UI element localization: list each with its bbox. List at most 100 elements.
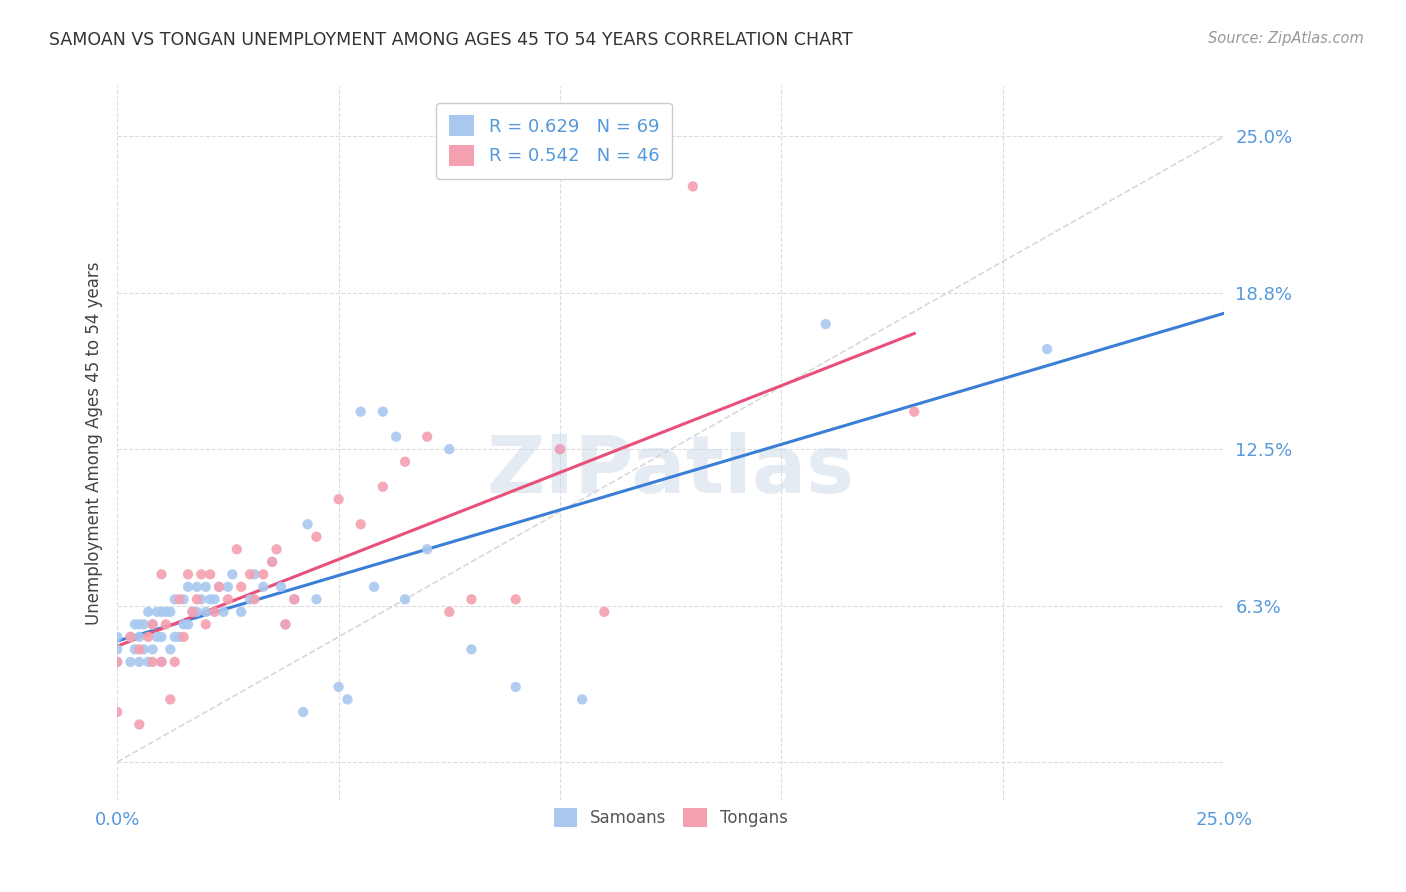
Point bbox=[124, 642, 146, 657]
Point bbox=[212, 605, 235, 619]
Text: ZIPatlas: ZIPatlas bbox=[486, 433, 855, 510]
Y-axis label: Unemployment Among Ages 45 to 54 years: Unemployment Among Ages 45 to 54 years bbox=[86, 261, 103, 624]
Point bbox=[155, 617, 177, 632]
Point bbox=[173, 617, 195, 632]
Point bbox=[505, 592, 527, 607]
Point bbox=[274, 617, 297, 632]
Point bbox=[903, 405, 925, 419]
Point bbox=[167, 592, 190, 607]
Point bbox=[416, 542, 439, 557]
Point bbox=[159, 642, 181, 657]
Point bbox=[128, 655, 150, 669]
Point bbox=[150, 655, 173, 669]
Point bbox=[194, 617, 217, 632]
Point bbox=[243, 567, 266, 582]
Point bbox=[128, 717, 150, 731]
Point bbox=[266, 542, 288, 557]
Point bbox=[136, 630, 159, 644]
Point bbox=[150, 630, 173, 644]
Point bbox=[814, 317, 837, 331]
Point bbox=[682, 179, 704, 194]
Point bbox=[328, 492, 350, 507]
Point bbox=[181, 605, 204, 619]
Point bbox=[163, 592, 186, 607]
Point bbox=[105, 655, 128, 669]
Point bbox=[394, 592, 416, 607]
Point bbox=[231, 580, 253, 594]
Point bbox=[132, 642, 155, 657]
Text: SAMOAN VS TONGAN UNEMPLOYMENT AMONG AGES 45 TO 54 YEARS CORRELATION CHART: SAMOAN VS TONGAN UNEMPLOYMENT AMONG AGES… bbox=[49, 31, 853, 49]
Point bbox=[283, 592, 305, 607]
Point bbox=[439, 605, 461, 619]
Point bbox=[283, 592, 305, 607]
Point bbox=[150, 655, 173, 669]
Point bbox=[198, 567, 221, 582]
Point bbox=[177, 617, 200, 632]
Point bbox=[142, 642, 165, 657]
Point bbox=[105, 705, 128, 719]
Point bbox=[371, 405, 394, 419]
Point bbox=[186, 605, 208, 619]
Point bbox=[385, 430, 408, 444]
Point bbox=[128, 642, 150, 657]
Text: Source: ZipAtlas.com: Source: ZipAtlas.com bbox=[1208, 31, 1364, 46]
Point bbox=[204, 605, 226, 619]
Point bbox=[505, 680, 527, 694]
Point bbox=[239, 592, 262, 607]
Point bbox=[177, 567, 200, 582]
Point bbox=[186, 592, 208, 607]
Point bbox=[239, 567, 262, 582]
Point bbox=[328, 680, 350, 694]
Point bbox=[190, 592, 212, 607]
Point bbox=[124, 617, 146, 632]
Point bbox=[150, 605, 173, 619]
Point bbox=[190, 567, 212, 582]
Point bbox=[120, 630, 142, 644]
Point bbox=[252, 580, 274, 594]
Point bbox=[186, 580, 208, 594]
Point bbox=[128, 617, 150, 632]
Point bbox=[159, 605, 181, 619]
Point bbox=[132, 617, 155, 632]
Point bbox=[194, 605, 217, 619]
Point bbox=[1036, 342, 1059, 356]
Point bbox=[363, 580, 385, 594]
Point bbox=[194, 580, 217, 594]
Point bbox=[142, 617, 165, 632]
Point bbox=[173, 630, 195, 644]
Point bbox=[292, 705, 315, 719]
Point bbox=[120, 655, 142, 669]
Point bbox=[571, 692, 593, 706]
Point bbox=[177, 580, 200, 594]
Point bbox=[128, 630, 150, 644]
Point bbox=[243, 592, 266, 607]
Point bbox=[336, 692, 359, 706]
Point bbox=[297, 517, 319, 532]
Point bbox=[142, 655, 165, 669]
Point bbox=[262, 555, 284, 569]
Point bbox=[593, 605, 616, 619]
Point bbox=[105, 655, 128, 669]
Point bbox=[270, 580, 292, 594]
Point bbox=[204, 592, 226, 607]
Point bbox=[460, 642, 482, 657]
Point bbox=[548, 442, 571, 457]
Point bbox=[262, 555, 284, 569]
Point bbox=[221, 567, 243, 582]
Legend: Samoans, Tongans: Samoans, Tongans bbox=[547, 801, 794, 834]
Point bbox=[305, 530, 328, 544]
Point bbox=[416, 430, 439, 444]
Point bbox=[181, 605, 204, 619]
Point bbox=[146, 630, 169, 644]
Point bbox=[217, 592, 239, 607]
Point bbox=[252, 567, 274, 582]
Point bbox=[274, 617, 297, 632]
Point bbox=[305, 592, 328, 607]
Point bbox=[208, 580, 231, 594]
Point bbox=[460, 592, 482, 607]
Point bbox=[136, 655, 159, 669]
Point bbox=[142, 617, 165, 632]
Point bbox=[150, 567, 173, 582]
Point bbox=[163, 655, 186, 669]
Point bbox=[159, 692, 181, 706]
